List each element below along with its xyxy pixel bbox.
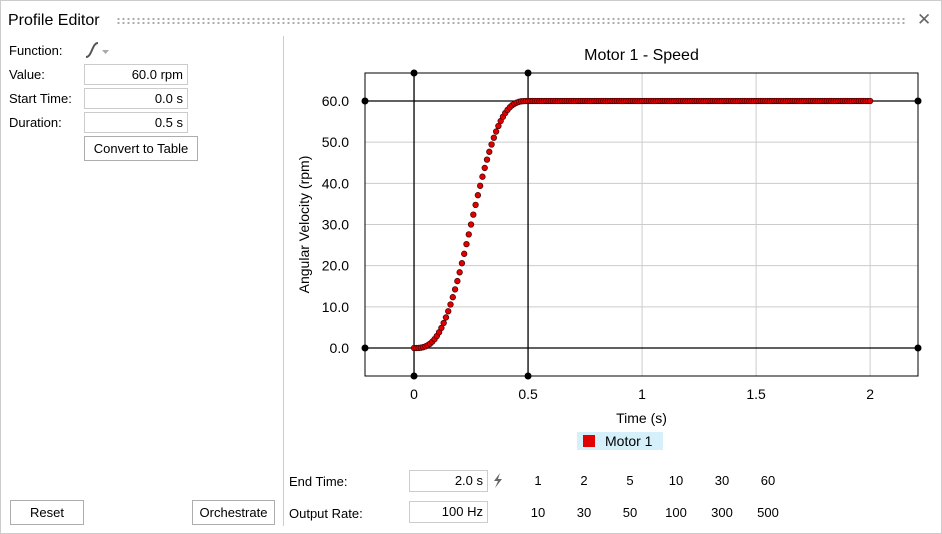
marker-handle <box>524 372 532 380</box>
y-axis-label: Angular Velocity (rpm) <box>296 156 312 294</box>
panel-divider[interactable] <box>283 36 284 526</box>
end-time-preset[interactable]: 60 <box>760 473 776 488</box>
x-axis-label: Time (s) <box>616 410 667 426</box>
data-point <box>486 148 493 155</box>
rate-preset[interactable]: 300 <box>711 505 733 520</box>
value-input[interactable]: 60.0 rpm <box>84 64 188 85</box>
function-label: Function: <box>9 43 63 58</box>
x-tick-label: 1 <box>638 386 646 402</box>
data-point <box>445 308 452 315</box>
data-point <box>461 250 468 257</box>
value-label: Value: <box>9 67 45 82</box>
rate-preset[interactable]: 50 <box>622 505 638 520</box>
data-point <box>866 97 874 105</box>
duration-label: Duration: <box>9 115 62 130</box>
output-rate-label: Output Rate: <box>289 506 363 521</box>
x-tick-label: 1.5 <box>746 386 766 402</box>
y-tick-label: 20.0 <box>322 258 349 274</box>
marker-handle <box>410 372 418 380</box>
data-point <box>449 294 456 301</box>
drag-handle[interactable] <box>116 17 906 25</box>
end-time-preset[interactable]: 10 <box>668 473 684 488</box>
plot-area <box>364 72 919 377</box>
end-time-preset[interactable]: 5 <box>626 473 634 488</box>
data-point <box>470 211 477 218</box>
data-point <box>454 277 461 285</box>
marker-handle <box>914 97 922 105</box>
legend[interactable]: Motor 1 <box>577 432 663 450</box>
y-tick-label: 50.0 <box>322 134 349 150</box>
data-point <box>451 286 459 293</box>
marker-handle <box>361 344 369 352</box>
data-point <box>481 164 488 172</box>
marker-handle <box>361 97 369 105</box>
rate-preset[interactable]: 500 <box>757 505 779 520</box>
x-tick-label: 0 <box>410 386 418 402</box>
duration-input[interactable]: 0.5 s <box>84 112 188 133</box>
window-title: Profile Editor <box>8 12 100 29</box>
start-time-input[interactable]: 0.0 s <box>84 88 188 109</box>
y-tick-label: 60.0 <box>322 93 349 109</box>
data-point <box>483 156 491 163</box>
output-rate-input[interactable]: 100 Hz <box>409 501 488 523</box>
data-point <box>463 240 470 248</box>
end-time-preset[interactable]: 1 <box>534 473 542 488</box>
y-tick-label: 40.0 <box>322 175 349 191</box>
marker-handle <box>524 69 532 77</box>
rate-preset[interactable]: 10 <box>530 505 546 520</box>
rate-preset[interactable]: 100 <box>665 505 687 520</box>
chart-title: Motor 1 - Speed <box>584 47 699 64</box>
start-time-label: Start Time: <box>9 91 72 106</box>
data-point <box>465 231 472 238</box>
data-point <box>479 173 486 180</box>
end-time-label: End Time: <box>289 474 348 489</box>
close-icon[interactable]: ✕ <box>917 10 932 29</box>
x-tick-label: 0.5 <box>518 386 538 402</box>
end-time-input[interactable]: 2.0 s <box>409 470 488 492</box>
data-point <box>442 314 450 321</box>
s-curve-icon <box>85 42 109 58</box>
marker-handle <box>410 69 418 77</box>
lightning-icon[interactable] <box>492 472 504 489</box>
data-point <box>472 201 479 209</box>
orchestrate-button[interactable]: Orchestrate <box>192 500 275 525</box>
reset-button[interactable]: Reset <box>10 500 84 525</box>
data-point <box>477 182 484 189</box>
y-tick-label: 10.0 <box>322 299 349 315</box>
convert-to-table-button[interactable]: Convert to Table <box>84 136 198 161</box>
y-tick-label: 30.0 <box>322 217 349 233</box>
data-point <box>467 221 475 228</box>
data-point <box>474 192 482 199</box>
data-point <box>488 141 495 148</box>
function-dropdown[interactable] <box>84 40 114 60</box>
data-point <box>492 128 500 135</box>
data-point <box>456 269 463 276</box>
x-tick-label: 2 <box>866 386 874 402</box>
data-point <box>490 134 497 141</box>
y-tick-label: 0.0 <box>330 340 350 356</box>
rate-preset[interactable]: 30 <box>576 505 592 520</box>
legend-swatch <box>583 435 595 447</box>
data-point <box>458 260 466 267</box>
data-point <box>447 301 454 308</box>
end-time-preset[interactable]: 2 <box>580 473 588 488</box>
legend-label: Motor 1 <box>605 433 653 449</box>
data-point <box>440 319 447 327</box>
end-time-preset[interactable]: 30 <box>714 473 730 488</box>
marker-handle <box>914 344 922 352</box>
